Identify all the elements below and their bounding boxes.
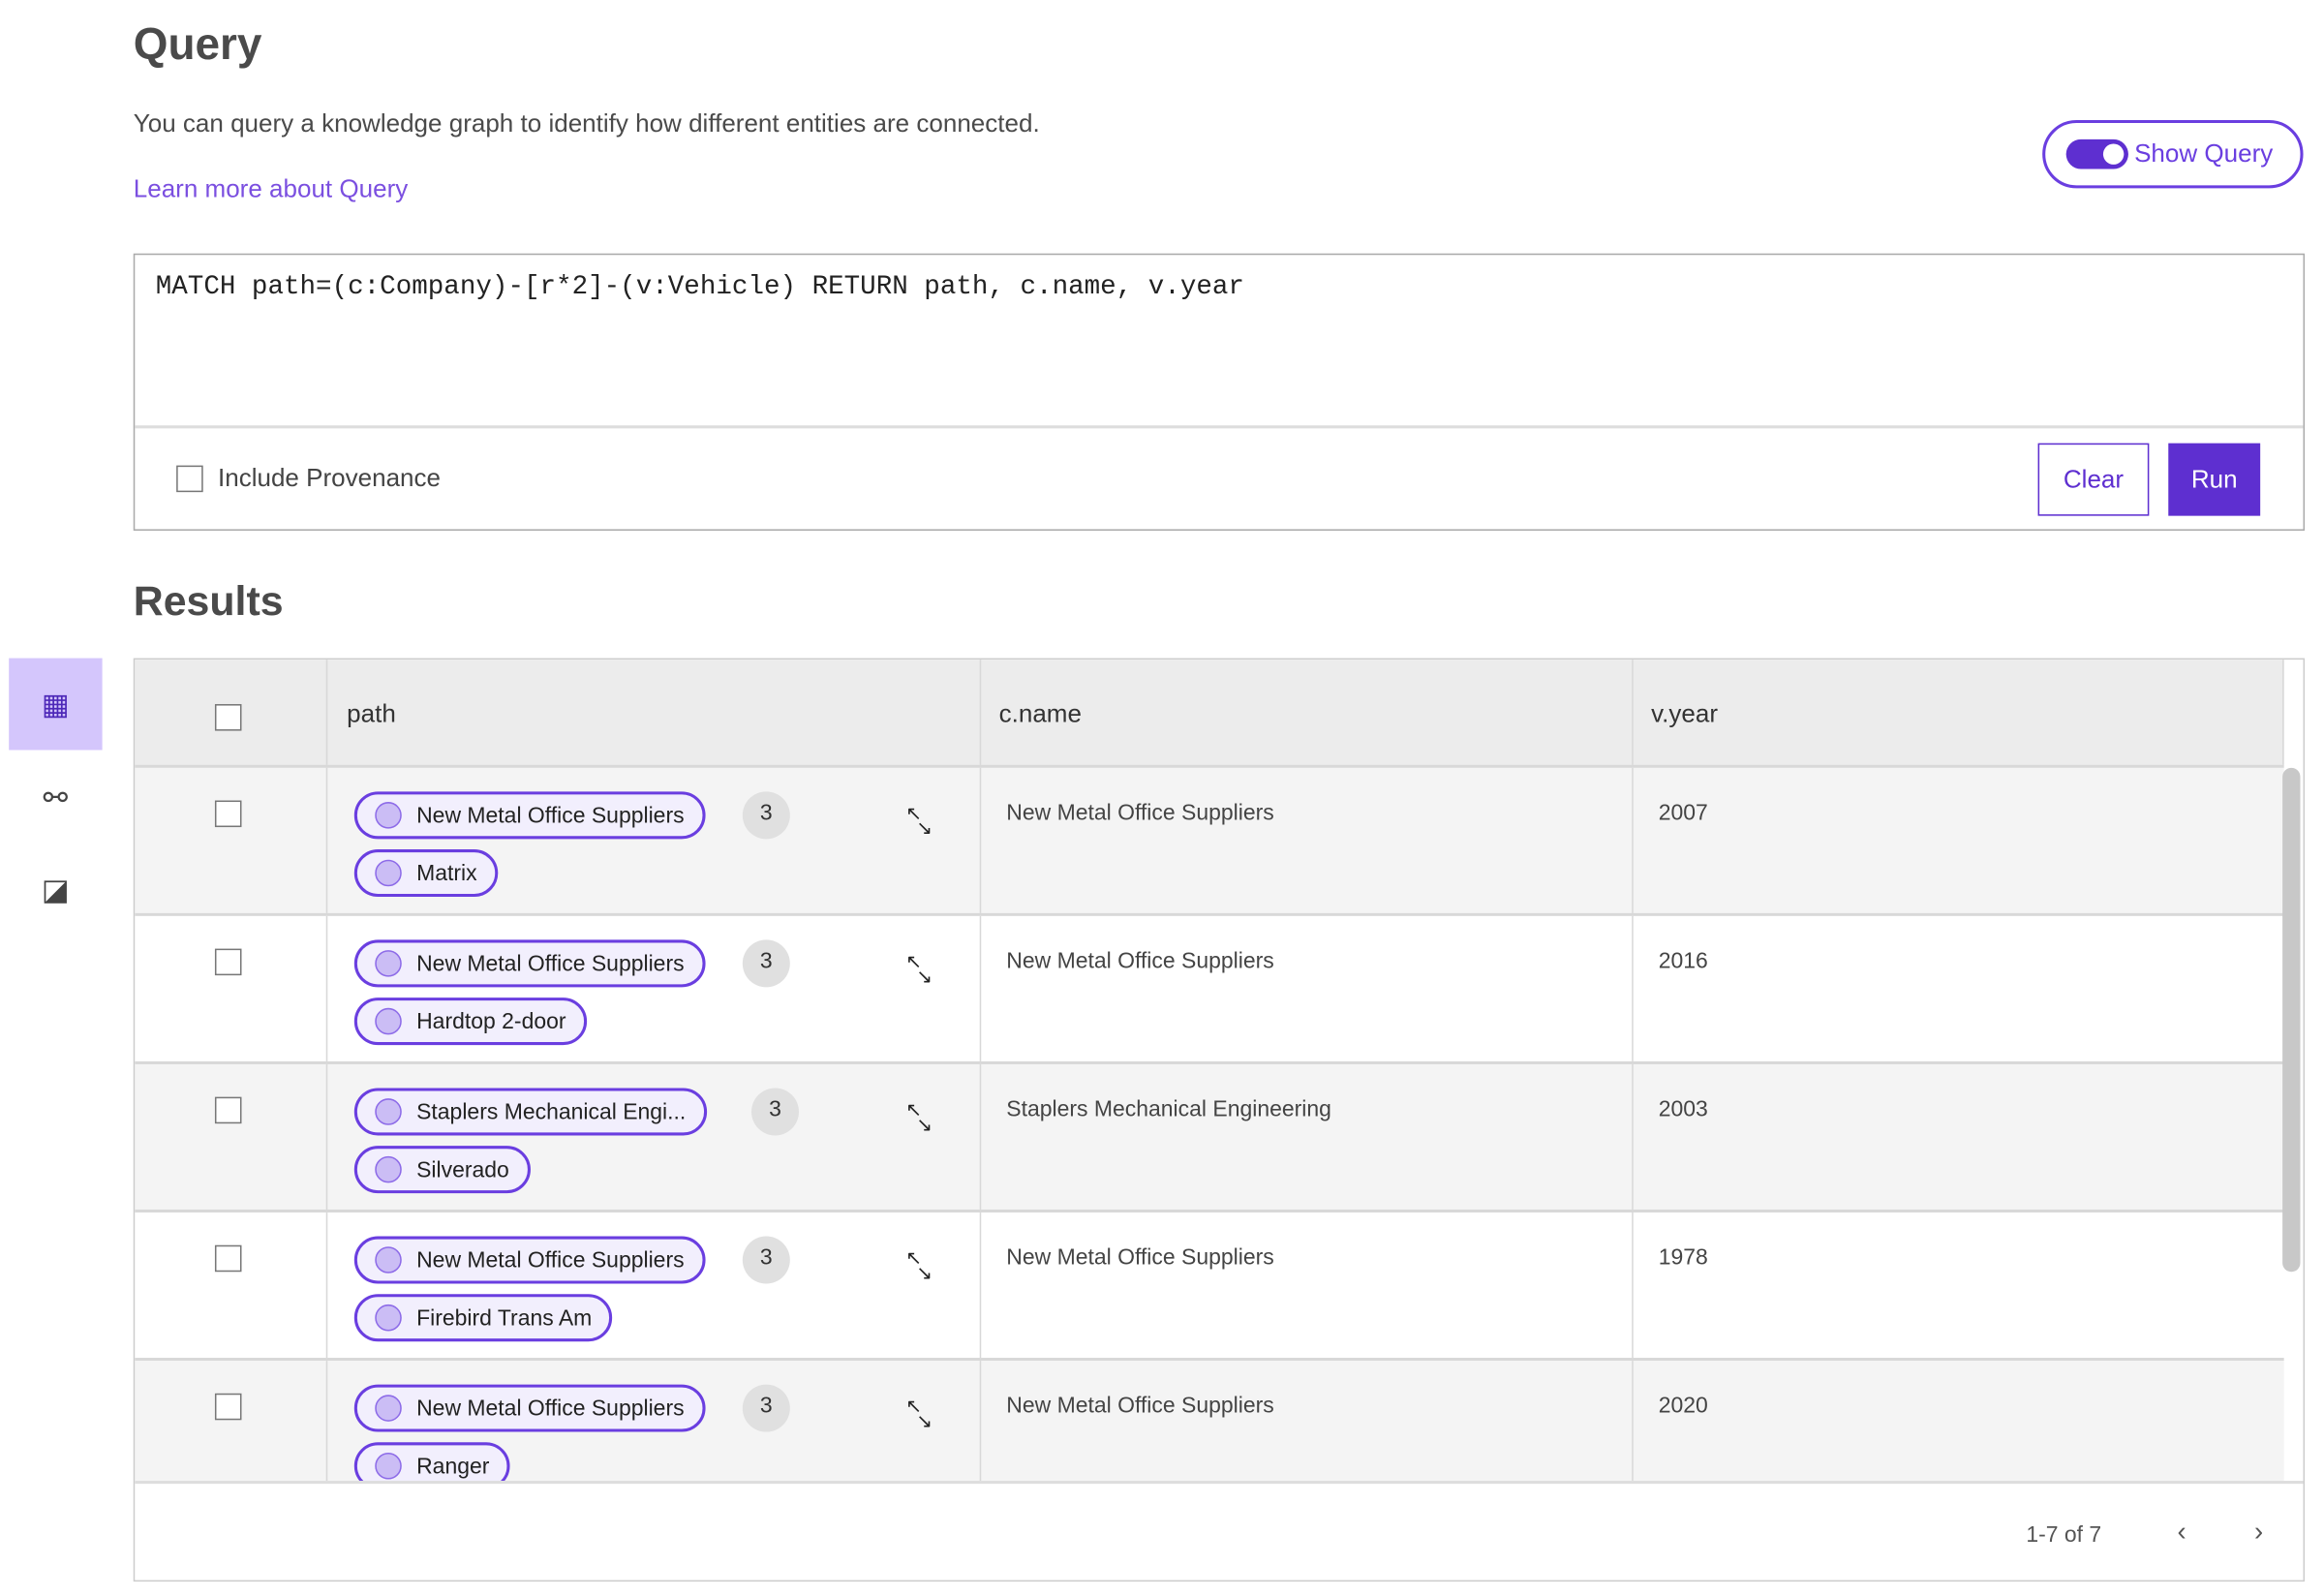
- hop-count-badge: 3: [742, 791, 790, 840]
- table-view-button[interactable]: ▦: [9, 658, 103, 751]
- node-icon: [375, 1246, 402, 1274]
- path-node-chip[interactable]: New Metal Office Suppliers: [353, 1236, 706, 1284]
- hop-count-badge: 3: [751, 1088, 799, 1136]
- hop-count-badge: 3: [742, 1384, 790, 1432]
- checkbox[interactable]: [176, 465, 203, 493]
- pagination-info: 1-7 of 7: [2026, 1521, 2102, 1548]
- chart-icon: ◪: [41, 874, 70, 906]
- cname-cell: New Metal Office Suppliers: [1006, 800, 1274, 826]
- vyear-cell: 2007: [1658, 800, 1708, 826]
- hop-count-badge: 3: [742, 1236, 790, 1284]
- query-editor: MATCH path=(c:Company)-[r*2]-(v:Vehicle)…: [133, 253, 2306, 531]
- node-icon: [375, 802, 402, 829]
- expand-icon[interactable]: ↖ ↘: [905, 802, 933, 840]
- column-header-vyear[interactable]: v.year: [1651, 699, 1719, 728]
- include-provenance-checkbox[interactable]: Include Provenance: [176, 464, 441, 494]
- node-icon: [375, 1304, 402, 1332]
- select-all-checkbox[interactable]: [214, 704, 242, 731]
- graph-view-button[interactable]: ⚯: [9, 752, 102, 844]
- table-row[interactable]: New Metal Office Suppliers 3 Firebird Tr…: [135, 1212, 2284, 1362]
- vyear-cell: 2003: [1658, 1096, 1708, 1122]
- run-button[interactable]: Run: [2168, 443, 2261, 516]
- clear-button[interactable]: Clear: [2037, 443, 2150, 516]
- cname-cell: New Metal Office Suppliers: [1006, 1244, 1274, 1271]
- cname-cell: New Metal Office Suppliers: [1006, 1393, 1274, 1419]
- vyear-cell: 2020: [1658, 1393, 1708, 1419]
- row-checkbox[interactable]: [214, 1096, 242, 1124]
- vyear-cell: 2016: [1658, 948, 1708, 974]
- toggle-switch-icon: [2065, 138, 2128, 169]
- path-node-chip[interactable]: New Metal Office Suppliers: [353, 939, 706, 988]
- graph-icon: ⚯: [43, 782, 69, 815]
- cname-cell: Staplers Mechanical Engineering: [1006, 1096, 1331, 1122]
- results-title: Results: [133, 577, 284, 625]
- vyear-cell: 1978: [1658, 1244, 1708, 1271]
- node-icon: [375, 1007, 402, 1035]
- expand-icon[interactable]: ↖ ↘: [905, 1098, 933, 1136]
- row-checkbox[interactable]: [214, 800, 242, 828]
- node-icon: [375, 1098, 402, 1125]
- chart-view-button[interactable]: ◪: [9, 844, 102, 936]
- path-node-chip[interactable]: Firebird Trans Am: [353, 1294, 613, 1342]
- show-query-label: Show Query: [2134, 138, 2274, 168]
- page-title: Query: [133, 20, 262, 70]
- row-checkbox[interactable]: [214, 1393, 242, 1421]
- node-icon: [375, 950, 402, 977]
- expand-icon[interactable]: ↖ ↘: [905, 1395, 933, 1432]
- expand-icon[interactable]: ↖ ↘: [905, 1246, 933, 1284]
- node-icon: [375, 1395, 402, 1422]
- next-page-button[interactable]: ›: [2254, 1516, 2264, 1547]
- path-node-chip[interactable]: New Metal Office Suppliers: [353, 1384, 706, 1432]
- row-checkbox[interactable]: [214, 1244, 242, 1273]
- hop-count-badge: 3: [742, 939, 790, 988]
- row-checkbox[interactable]: [214, 948, 242, 976]
- table-icon: ▦: [41, 688, 70, 721]
- path-node-chip[interactable]: Hardtop 2-door: [353, 998, 587, 1046]
- prev-page-button[interactable]: ‹: [2177, 1516, 2186, 1547]
- show-query-toggle[interactable]: Show Query: [2042, 119, 2304, 189]
- include-provenance-label: Include Provenance: [217, 464, 442, 493]
- column-header-cname[interactable]: c.name: [998, 699, 1082, 728]
- path-node-chip[interactable]: Matrix: [353, 849, 499, 898]
- page-description: You can query a knowledge graph to ident…: [133, 109, 1040, 138]
- path-node-chip[interactable]: New Metal Office Suppliers: [353, 791, 706, 840]
- table-row[interactable]: New Metal Office Suppliers 3 Hardtop 2-d…: [135, 915, 2284, 1064]
- cname-cell: New Metal Office Suppliers: [1006, 948, 1274, 974]
- path-node-chip[interactable]: Silverado: [353, 1146, 531, 1194]
- node-icon: [375, 1155, 402, 1183]
- path-node-chip[interactable]: Staplers Mechanical Engi...: [353, 1088, 707, 1136]
- node-icon: [375, 859, 402, 887]
- expand-icon[interactable]: ↖ ↘: [905, 950, 933, 988]
- table-row[interactable]: Staplers Mechanical Engi... 3 Silverado …: [135, 1063, 2284, 1213]
- table-scrollbar[interactable]: [2282, 767, 2301, 1273]
- table-row[interactable]: New Metal Office Suppliers 3 Matrix ↖ ↘ …: [135, 767, 2284, 916]
- table-footer: 1-7 of 7 ‹ ›: [135, 1481, 2304, 1581]
- node-icon: [375, 1452, 402, 1480]
- query-input[interactable]: MATCH path=(c:Company)-[r*2]-(v:Vehicle)…: [155, 272, 1244, 303]
- results-table: path c.name v.year New Metal Office Supp…: [133, 658, 2306, 1582]
- column-header-path[interactable]: path: [347, 699, 396, 728]
- learn-more-link[interactable]: Learn more about Query: [133, 174, 409, 203]
- table-header: path c.name v.year: [135, 660, 2284, 768]
